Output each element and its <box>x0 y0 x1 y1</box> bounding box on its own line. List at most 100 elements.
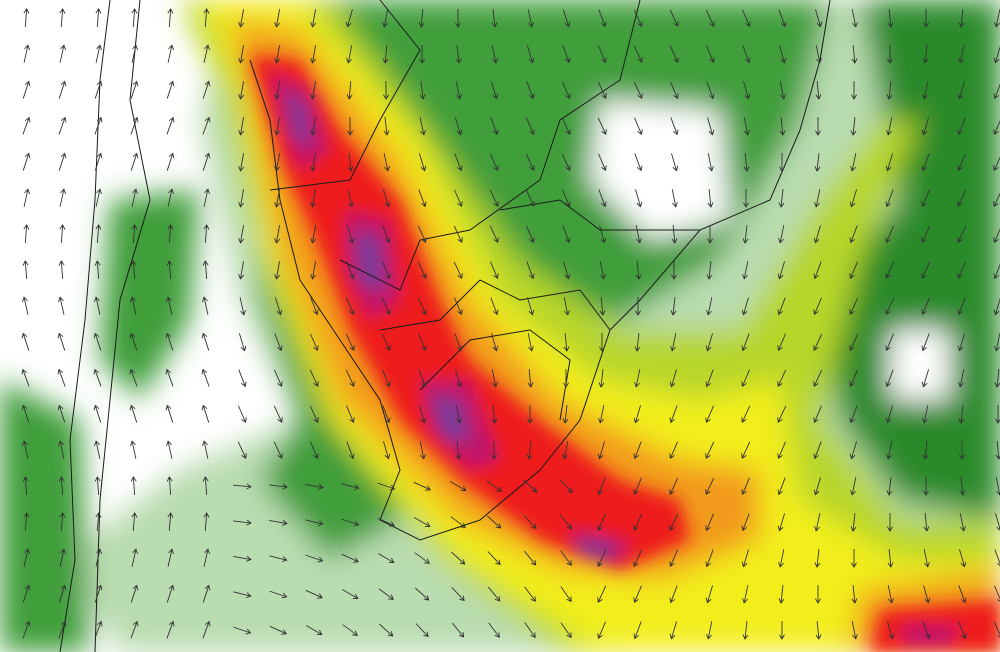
wind-vector-icon <box>131 8 138 28</box>
wind-vector-icon <box>309 333 319 352</box>
wind-vector-icon <box>455 45 462 64</box>
wind-vector-icon <box>669 441 678 460</box>
wind-vector-icon <box>58 152 67 171</box>
wind-vector-icon <box>491 404 498 424</box>
wind-vector-icon <box>921 189 930 208</box>
wind-vector-icon <box>885 405 894 424</box>
wind-vector-icon <box>305 519 324 527</box>
wind-vector-icon <box>706 81 715 100</box>
wind-vector-icon <box>95 44 102 63</box>
wind-vector-icon <box>419 405 427 424</box>
inner-border-4 <box>419 329 571 421</box>
wind-vector-icon <box>993 621 1000 638</box>
wind-vector-icon <box>203 548 210 567</box>
wind-vector-icon <box>455 81 462 100</box>
wind-vector-icon <box>922 405 929 424</box>
wind-vector-icon <box>886 81 893 100</box>
wind-vector-icon <box>597 117 607 135</box>
wind-vector-icon <box>669 477 679 495</box>
wind-vector-icon <box>669 513 679 531</box>
wind-vector-icon <box>887 585 894 604</box>
wind-vector-icon <box>994 549 1000 567</box>
wind-vector-icon <box>706 621 713 640</box>
wind-vector-icon <box>633 45 643 63</box>
wind-vector-icon <box>383 441 391 460</box>
wind-vector-icon <box>22 584 31 603</box>
wind-vector-icon <box>23 548 30 567</box>
wind-vector-icon <box>597 585 607 603</box>
wind-vector-icon <box>59 8 66 28</box>
wind-vector-icon <box>779 152 785 172</box>
wind-vector-icon <box>598 189 607 208</box>
wind-vector-icon <box>597 441 606 460</box>
wind-vector-icon <box>94 584 103 603</box>
wind-vector-icon <box>166 620 175 639</box>
wind-vector-icon <box>419 44 426 64</box>
wind-vector-icon <box>633 549 643 567</box>
wind-vector-icon <box>921 117 930 136</box>
wind-vectors <box>21 8 1000 640</box>
wind-vector-icon <box>851 548 857 568</box>
wind-vector-icon <box>885 189 894 208</box>
wind-vector-icon <box>923 585 931 604</box>
wind-vector-icon <box>743 188 749 208</box>
wind-vector-icon <box>957 333 966 352</box>
wind-vector-icon <box>455 8 462 28</box>
wind-vector-icon <box>814 189 821 208</box>
wind-vector-icon <box>563 297 570 316</box>
wind-vector-icon <box>707 117 715 136</box>
wind-vector-icon <box>778 225 785 244</box>
wind-vector-icon <box>455 369 463 388</box>
wind-vector-icon <box>885 261 895 279</box>
wind-vector-icon <box>269 555 288 563</box>
green-area-right <box>820 0 1000 520</box>
wind-vector-icon <box>742 45 751 64</box>
wind-vector-icon <box>22 620 31 639</box>
wind-vector-icon <box>94 152 103 171</box>
wind-vector-icon <box>237 405 247 424</box>
wind-vector-icon <box>923 512 930 532</box>
wind-vector-icon <box>634 153 643 172</box>
wind-vector-icon <box>237 441 247 459</box>
wind-vector-icon <box>58 116 67 135</box>
wind-vector-icon <box>131 512 138 532</box>
wind-vector-icon <box>233 591 252 599</box>
wind-vector-icon <box>381 297 391 315</box>
wind-vector-icon <box>849 225 858 244</box>
wind-vector-icon <box>417 297 427 315</box>
wind-vector-icon <box>921 225 931 243</box>
wind-vector-icon <box>525 117 535 136</box>
wind-vector-icon <box>238 117 245 136</box>
wind-vector-icon <box>633 585 642 604</box>
wind-vector-icon <box>815 584 821 604</box>
wind-vector-icon <box>454 117 463 136</box>
wind-vector-icon <box>777 261 786 280</box>
wind-vector-icon <box>310 261 317 280</box>
wind-vector-icon <box>203 8 210 28</box>
wind-vector-icon <box>634 333 641 352</box>
green-area-left <box>0 380 90 652</box>
wind-vector-icon <box>522 479 538 493</box>
wind-vector-icon <box>201 368 210 387</box>
wind-vector-icon <box>58 260 65 280</box>
wind-vector-icon <box>346 45 353 64</box>
wind-vector-icon <box>707 188 714 208</box>
wind-vector-icon <box>597 549 607 567</box>
wind-vector-icon <box>527 297 535 316</box>
wind-vector-icon <box>94 296 101 315</box>
wind-vector-icon <box>957 117 966 136</box>
wind-vector-icon <box>671 260 677 280</box>
wind-vector-icon <box>417 261 427 279</box>
wind-vector-icon <box>923 8 929 28</box>
wind-vector-icon <box>377 482 396 491</box>
wind-vector-icon <box>23 224 30 244</box>
wind-vector-icon <box>777 405 787 423</box>
wind-vector-icon <box>165 368 174 387</box>
wind-vector-icon <box>95 224 102 244</box>
wind-vector-icon <box>705 9 715 27</box>
wind-vector-icon <box>167 8 174 28</box>
wind-vector-icon <box>23 188 30 207</box>
wind-vector-icon <box>453 189 463 208</box>
wind-vector-icon <box>705 549 714 568</box>
